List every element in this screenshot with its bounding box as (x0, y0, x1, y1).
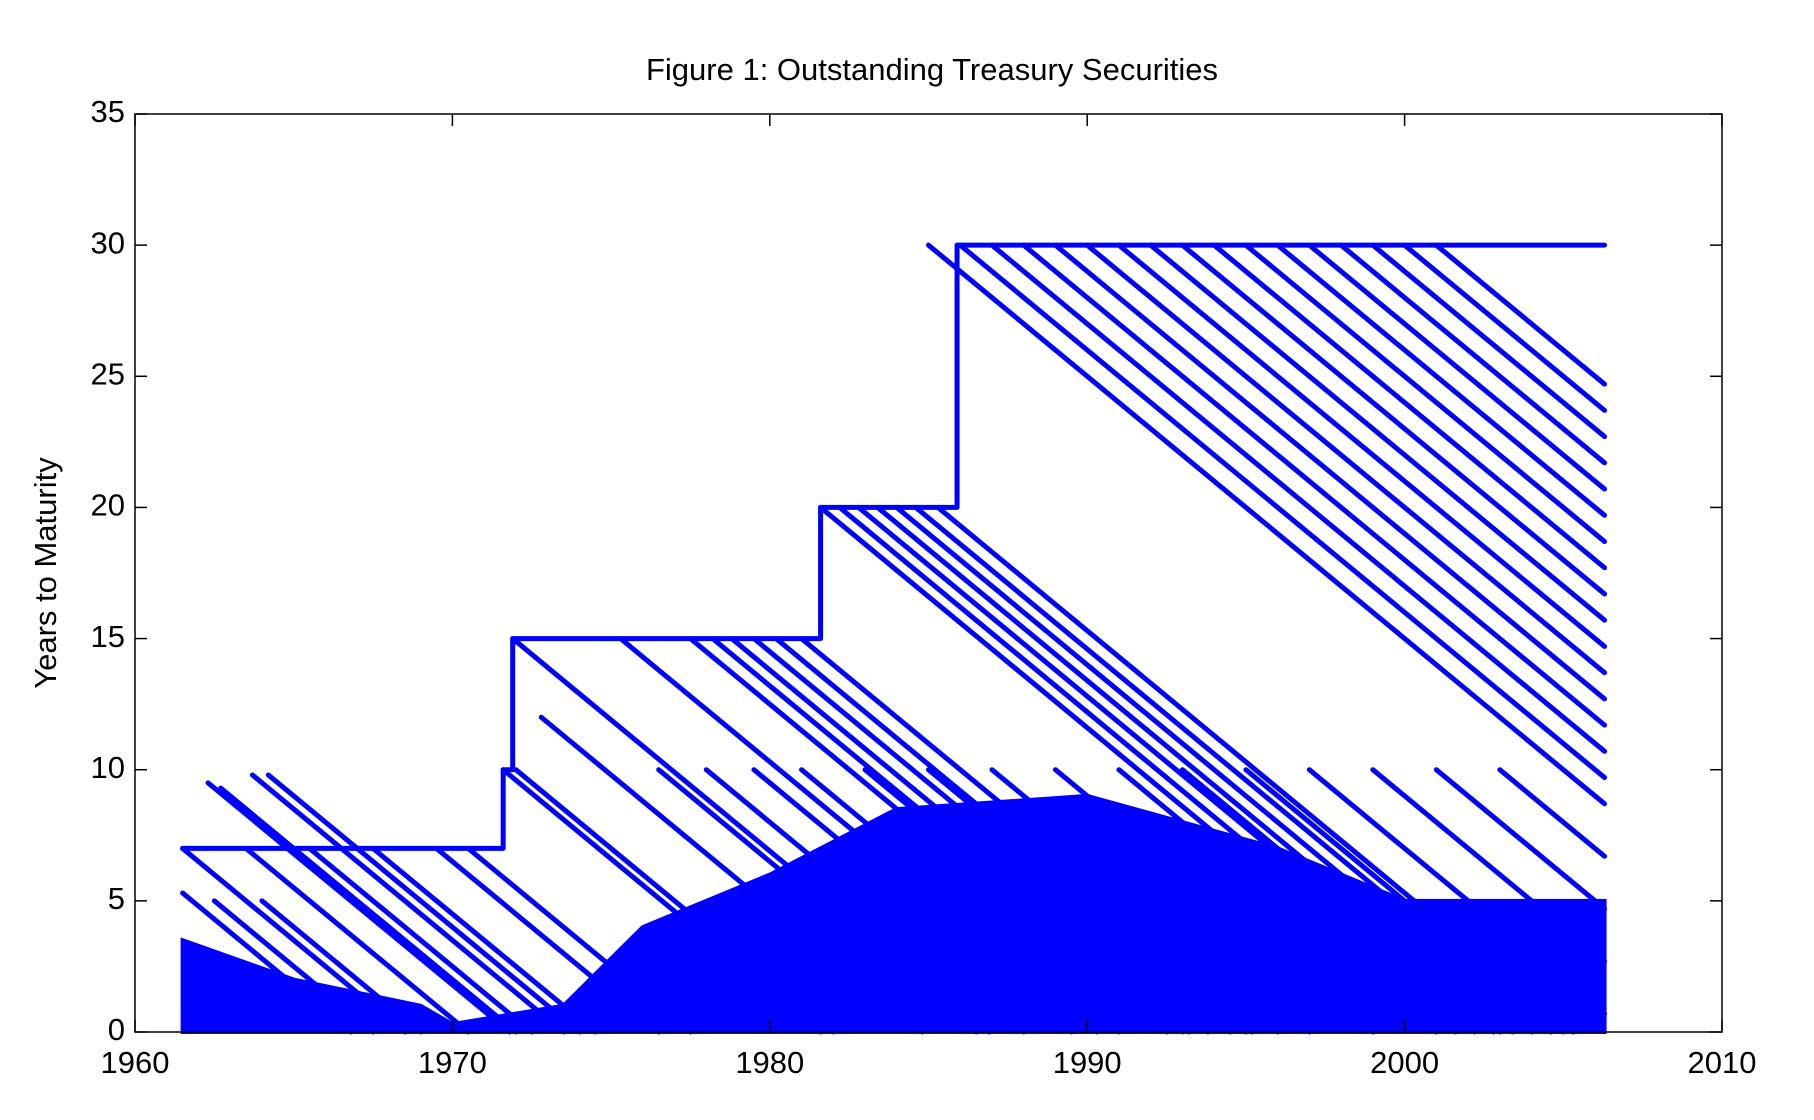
y-tick-label: 10 (91, 750, 125, 785)
chart-title: Figure 1: Outstanding Treasury Securitie… (646, 52, 1218, 87)
x-tick-label: 1980 (735, 1045, 804, 1080)
line (180, 242, 1608, 851)
x-tick-label: 1960 (101, 1045, 170, 1080)
y-tick-label: 30 (91, 225, 125, 260)
plot-frame (134, 113, 1723, 1033)
y-tick-label: 5 (108, 881, 125, 916)
x-tick-label: 1990 (1053, 1045, 1122, 1080)
y-tick-label: 25 (91, 356, 125, 391)
y-tick-label: 35 (91, 94, 125, 129)
area (180, 793, 1607, 1034)
x-tick-label: 2000 (1370, 1045, 1439, 1080)
y-tick-label: 15 (91, 619, 125, 654)
y-axis-label: Years to Maturity (28, 457, 63, 689)
x-tick-label: 1970 (418, 1045, 487, 1080)
y-tick-label: 20 (91, 488, 125, 523)
x-tick-label: 2010 (1688, 1045, 1757, 1080)
line (180, 242, 1608, 1035)
y-tick-label: 0 (108, 1012, 125, 1047)
